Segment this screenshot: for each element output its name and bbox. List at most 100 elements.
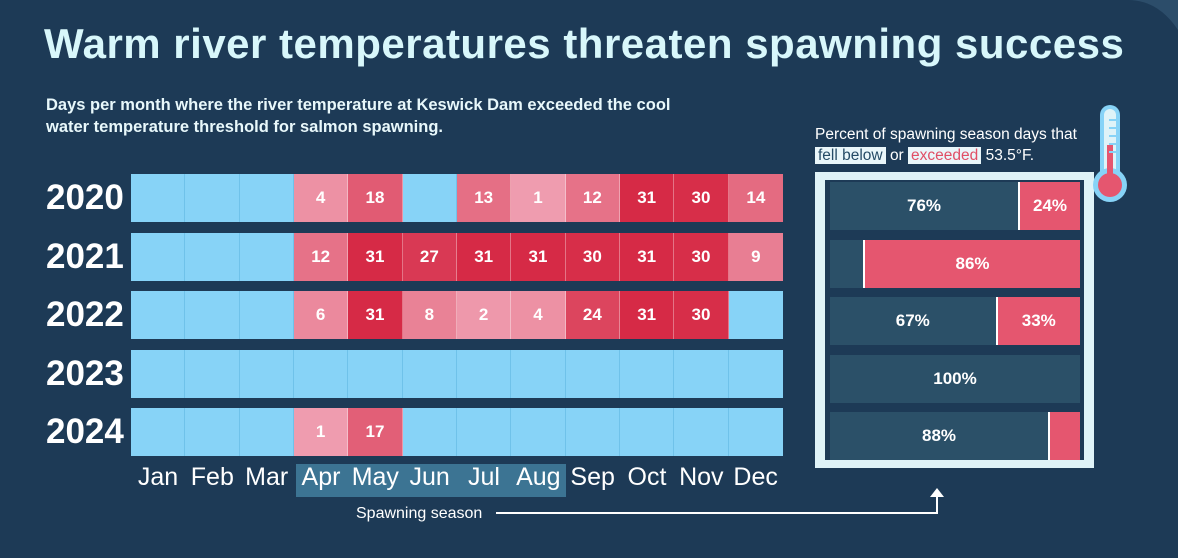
heatmap-cell-2021-apr: 12: [294, 232, 349, 281]
month-label-nov: Nov: [679, 463, 724, 491]
bar-below-2022: 67%: [830, 297, 998, 345]
month-label-sep: Sep: [570, 463, 615, 491]
heatmap-cell-2020-may: 18: [348, 174, 403, 222]
heatmap-cell-2024-jun: [402, 408, 457, 456]
heatmap-cell-2022-sep: 24: [565, 291, 620, 339]
heatmap-cell-2020-aug: 1: [511, 174, 566, 222]
spawning-season-highlight: [296, 464, 566, 497]
heatmap-cell-2021-aug: 31: [511, 232, 566, 281]
heatmap-cell-2021-jun: 27: [402, 232, 457, 281]
legend-exceed-label: exceeded: [908, 147, 982, 164]
year-label-2020: 2020: [46, 178, 124, 217]
month-label-oct: Oct: [627, 463, 667, 491]
heatmap-cell-2021-nov: 30: [674, 232, 729, 281]
heatmap-cell-2022-aug: 4: [511, 291, 566, 339]
heatmap-cell-2020-mar: [239, 174, 294, 222]
heatmap-cell-2024-may: 17: [348, 408, 403, 456]
heatmap-cell-2023-jan: [131, 349, 186, 398]
heatmap-cell-2021-may: 31: [348, 232, 403, 281]
month-label-mar: Mar: [245, 463, 289, 491]
heatmap-cell-2020-nov: 30: [674, 174, 729, 222]
legend-threshold: 53.5°F.: [985, 147, 1035, 164]
month-label-jan: Jan: [137, 463, 179, 491]
heatmap-cell-2023-feb: [185, 349, 240, 398]
heatmap-cell-2020-jan: [131, 174, 186, 222]
heatmap-cell-2020-dec: 14: [728, 174, 783, 222]
heatmap-cell-2024-jul: [457, 408, 512, 456]
chart-subtitle: Days per month where the river temperatu…: [46, 96, 671, 136]
heatmap-cell-2020-jun: [402, 174, 457, 222]
heatmap-cell-2022-mar: [239, 291, 294, 339]
arrow-up-icon: [930, 488, 944, 497]
month-label-dec: Dec: [733, 463, 778, 491]
heatmap-cell-2022-jun: 8: [402, 291, 457, 339]
month-label-feb: Feb: [190, 463, 234, 491]
year-label-2023: 2023: [46, 353, 124, 393]
legend-line1: Percent of spawning season days that: [815, 126, 1077, 143]
heatmap-cell-2022-jul: 2: [457, 291, 512, 339]
heatmap-cell-2023-sep: [565, 349, 620, 398]
legend-below-label: fell below: [815, 147, 886, 164]
heatmap-cell-2024-sep: [565, 408, 620, 456]
heatmap-cell-2023-jul: [457, 349, 512, 398]
heatmap-cell-2022-feb: [185, 291, 240, 339]
heatmap-cell-2024-jan: [131, 408, 186, 456]
month-label-jun: Jun: [409, 463, 450, 491]
heatmap-cell-2022-jan: [131, 291, 186, 339]
heatmap-cell-2023-jun: [402, 349, 457, 398]
heatmap-cell-2021-oct: 31: [620, 232, 675, 281]
heatmap-cell-2024-mar: [239, 408, 294, 456]
heatmap-cell-2022-dec: [728, 291, 783, 339]
heatmap-cell-2023-dec: [728, 349, 783, 398]
year-label-2021: 2021: [46, 236, 124, 276]
heatmap-cell-2023-aug: [511, 349, 566, 398]
year-label-2024: 2024: [46, 412, 124, 451]
heatmap-cell-2020-feb: [185, 174, 240, 222]
bar-below-2024: 88%: [830, 412, 1050, 460]
thermometer-icon: [1093, 105, 1127, 202]
heatmap-cell-2021-sep: 30: [565, 232, 620, 281]
legend: Percent of spawning season days that fel…: [815, 124, 1105, 166]
bar-below-2023: 100%: [830, 354, 1080, 403]
heatmap-cell-2022-may: 31: [348, 291, 403, 339]
month-label-jul: Jul: [468, 463, 500, 491]
heatmap-cell-2024-oct: [620, 408, 675, 456]
heatmap-cell-2022-oct: 31: [620, 291, 675, 339]
arrow-stem: [936, 495, 938, 514]
bar-exceed-2020: 24%: [1020, 182, 1080, 230]
heatmap-cell-2024-aug: [511, 408, 566, 456]
bar-below-2021: [830, 239, 865, 288]
arrow-line: [496, 512, 937, 514]
bar-exceed-2024: [1050, 412, 1080, 460]
legend-or: or: [889, 147, 904, 164]
heatmap-cell-2024-feb: [185, 408, 240, 456]
heatmap-cell-2021-jul: 31: [457, 232, 512, 281]
heatmap-cell-2020-jul: 13: [457, 174, 512, 222]
month-label-may: May: [351, 463, 399, 491]
heatmap-cell-2021-jan: [131, 232, 186, 281]
corner-decoration: [1128, 0, 1178, 30]
heatmap-cell-2021-dec: 9: [728, 232, 783, 281]
heatmap-cell-2023-mar: [239, 349, 294, 398]
chart-title: Warm river temperatures threaten spawnin…: [44, 20, 1125, 67]
heatmap-cell-2024-nov: [674, 408, 729, 456]
month-label-aug: Aug: [516, 463, 561, 491]
heatmap-cell-2024-apr: 1: [294, 408, 349, 456]
heatmap-cell-2021-mar: [239, 232, 294, 281]
heatmap-cell-2023-may: [348, 349, 403, 398]
bar-exceed-2022: 33%: [997, 297, 1080, 345]
heatmap-cell-2020-sep: 12: [565, 174, 620, 222]
bar-exceed-2021: 86%: [865, 239, 1080, 288]
heatmap-cell-2023-apr: [294, 349, 349, 398]
heatmap-grid: 4 18 13 1 12 31 30 14 12 31 27 31 31 30 31 30 9 6 31 8 2 4 24 3…: [131, 174, 783, 456]
heatmap-cell-2023-oct: [620, 349, 675, 398]
year-label-2022: 2022: [46, 295, 124, 334]
heatmap-cell-2023-nov: [674, 349, 729, 398]
bar-below-2020: 76%: [830, 182, 1020, 230]
heatmap-cell-2022-nov: 30: [674, 291, 729, 339]
heatmap-cell-2021-feb: [185, 232, 240, 281]
heatmap-cell-2024-dec: [728, 408, 783, 456]
heatmap-cell-2022-apr: 6: [294, 291, 349, 339]
spawning-season-label: Spawning season: [356, 505, 483, 522]
